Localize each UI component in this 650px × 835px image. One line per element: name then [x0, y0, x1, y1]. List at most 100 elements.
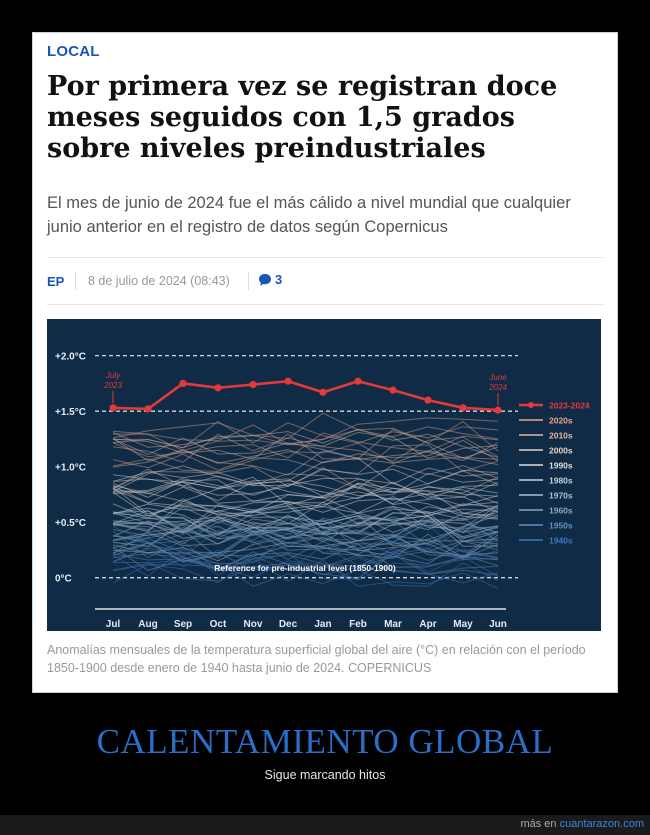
end-label-line: 2024 [488, 383, 507, 392]
section-label[interactable]: LOCAL [47, 43, 100, 60]
decade-line [112, 502, 499, 531]
highlight-point [494, 406, 502, 414]
decade-line [112, 545, 499, 577]
comment-count: 3 [275, 272, 283, 287]
decade-line [112, 527, 499, 554]
decade-line [112, 438, 499, 464]
highlight-point [109, 404, 117, 412]
chart-svg: +2.0°C +1.5°C +1.0°C +0.5°C 0°C Jul Aug Sep Oct N… [55, 352, 590, 630]
x-tick-label: Jun [489, 619, 507, 630]
article-card: LOCAL Por primera vez se registran doce … [32, 32, 618, 693]
decade-line [112, 478, 499, 507]
y-tick-label: +2.0°C [55, 352, 86, 363]
meta-divider [75, 272, 76, 290]
decade-line [112, 511, 499, 543]
decade-line [112, 548, 499, 580]
y-tick-label: +1.5°C [55, 407, 86, 418]
decade-line [112, 465, 499, 493]
legend-label: 1980s [549, 476, 573, 486]
decade-line [112, 543, 499, 571]
decade-line [112, 530, 499, 562]
legend-label: 1970s [549, 491, 573, 501]
x-tick-label: Aug [138, 619, 157, 630]
article-subtitle: El mes de junio de 2024 fue el más cálid… [47, 194, 571, 236]
site-footer: más en cuantarazon.com [0, 815, 650, 835]
decade-line [112, 500, 499, 532]
decade-line [112, 558, 499, 584]
decade-line [112, 559, 499, 587]
x-tick-label: Sep [174, 619, 192, 630]
decade-line [112, 491, 499, 517]
decade-line [112, 431, 499, 459]
x-tick-label: Dec [279, 619, 298, 630]
decade-line [113, 420, 499, 449]
decade-line [112, 428, 499, 460]
reference-label: Reference for pre-industrial level (1850… [214, 563, 396, 573]
decade-line [112, 450, 499, 476]
legend-label: 2020s [549, 416, 573, 426]
comments-link[interactable]: 3 [258, 272, 282, 287]
agency-label[interactable]: EP [47, 274, 65, 289]
highlight-point [354, 377, 362, 385]
decade-line [112, 520, 499, 545]
decade-line [112, 481, 499, 508]
legend-label: 2010s [549, 431, 573, 441]
end-label: June 2024 [488, 373, 507, 392]
decade-line [112, 527, 499, 559]
legend-label: 1940s [549, 536, 573, 546]
meta-divider [248, 272, 249, 290]
legend-label: 2023-2024 [549, 401, 590, 411]
decade-line [112, 535, 499, 565]
speech-bubble-icon [259, 274, 271, 286]
decade-line [112, 444, 499, 475]
chart-caption: Anomalías mensuales de la temperatura su… [47, 643, 586, 675]
decade-line [112, 509, 499, 533]
decade-line [112, 520, 499, 547]
decade-line [112, 552, 499, 579]
end-label-line: June [488, 373, 507, 382]
legend-marker [528, 402, 534, 408]
decade-line [112, 515, 499, 547]
y-tick-label: +0.5°C [55, 518, 86, 529]
highlight-point [214, 384, 222, 392]
footer-site-link[interactable]: cuantarazon.com [559, 818, 644, 830]
decade-line [113, 557, 499, 584]
x-tick-label: Feb [349, 619, 367, 630]
decade-line [112, 504, 499, 533]
highlight-point [144, 405, 152, 413]
highlight-point [459, 404, 467, 412]
highlight-point [179, 379, 187, 388]
decade-line [112, 487, 499, 519]
decade-line [112, 526, 499, 557]
article-meta: EP 8 de julio de 2024 (08:43) 3 [47, 257, 603, 305]
decade-line [112, 412, 499, 440]
decade-line [112, 474, 499, 506]
decade-line [112, 472, 499, 497]
decade-line [112, 540, 499, 572]
legend-label: 1960s [549, 506, 573, 516]
x-tick-label: Jul [106, 619, 121, 630]
decade-line [112, 521, 499, 549]
highlight-series-line [112, 379, 499, 412]
y-tick-label: 0°C [55, 574, 72, 585]
decade-line [112, 497, 499, 520]
decade-line [112, 516, 499, 545]
publish-date: 8 de julio de 2024 (08:43) [88, 274, 230, 288]
decade-line [112, 530, 499, 561]
post-title: CALENTAMIENTO GLOBAL [96, 722, 554, 761]
footer-prefix: más en [520, 818, 557, 830]
decade-line [112, 479, 499, 502]
legend-label: 1990s [549, 461, 573, 471]
decade-line [112, 468, 499, 496]
x-tick-label: Mar [384, 619, 402, 630]
decade-line [112, 507, 499, 533]
decade-line [112, 518, 499, 551]
decade-line [112, 511, 499, 542]
decade-line [112, 464, 499, 490]
highlight-point [319, 388, 327, 396]
start-label-line: July [105, 371, 121, 380]
x-tick-label: May [453, 619, 473, 630]
article-headline[interactable]: Por primera vez se registran doce meses … [47, 71, 558, 164]
highlight-point [389, 386, 397, 394]
decade-line [112, 433, 499, 463]
